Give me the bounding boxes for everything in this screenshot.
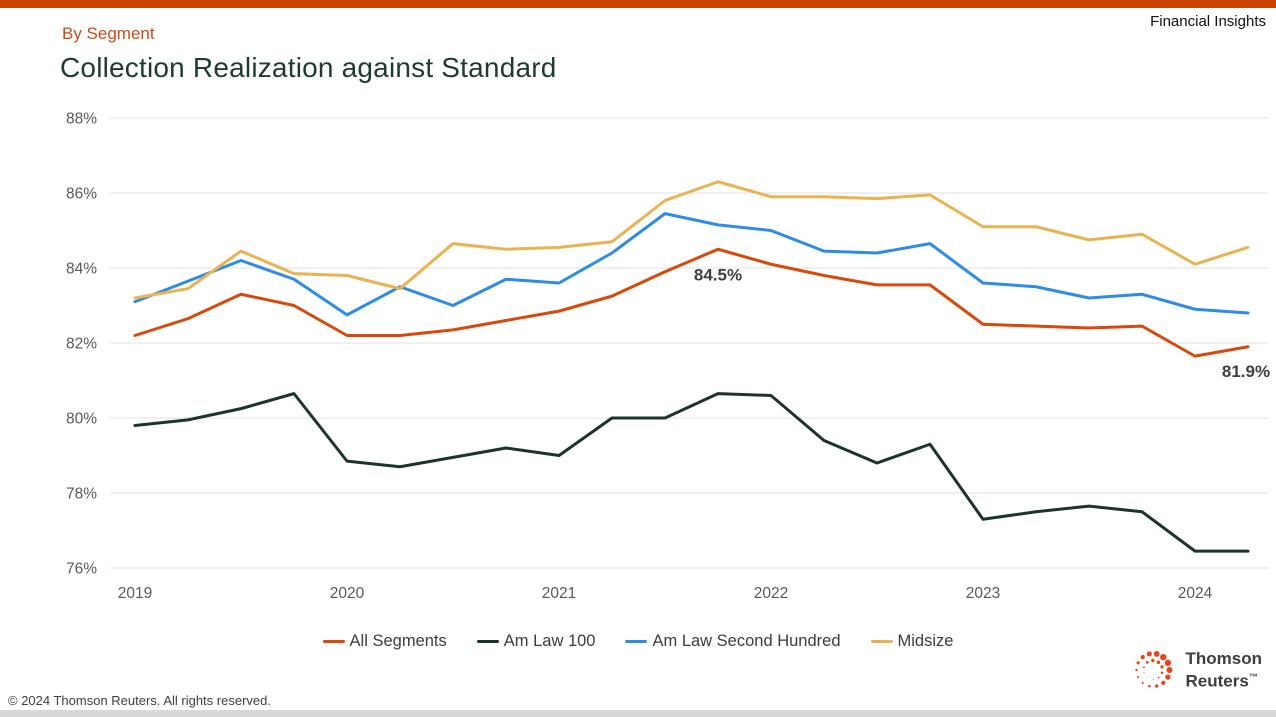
logo-dot: [1136, 661, 1140, 665]
logo-dot: [1141, 681, 1144, 684]
report-name: Financial Insights: [1150, 13, 1266, 30]
logo-dot: [1159, 653, 1166, 661]
data-label: 81.9%: [1222, 362, 1270, 381]
logo-line2: Reuters™: [1185, 671, 1258, 691]
chart-legend: All Segments Am Law 100 Am Law Second Hund…: [0, 632, 1276, 651]
logo-dot: [1136, 676, 1139, 679]
x-axis-tick-label: 2019: [118, 585, 152, 602]
legend-label: Am Law Second Hundred: [652, 632, 841, 650]
x-axis-tick-label: 2021: [542, 585, 576, 602]
legend-dash-icon: [625, 639, 648, 644]
x-axis-tick-label: 2022: [754, 585, 788, 602]
legend-label: Midsize: [897, 632, 954, 650]
trademark-symbol: ™: [1248, 672, 1258, 683]
logo-dot: [1142, 666, 1145, 669]
y-axis-tick-label: 84%: [66, 261, 97, 278]
chart-title: Collection Realization against Standard: [60, 52, 557, 83]
x-axis-tick-label: 2023: [966, 585, 1000, 602]
logo-dot: [1145, 661, 1149, 664]
line-chart: 88% 86% 84% 82% 80% 78% 76% 2019 2020 2021 2022 202…: [66, 111, 1270, 603]
series-line-midsize: [133, 180, 1250, 300]
logo-dot: [1147, 684, 1151, 688]
x-axis-tick-label: 2024: [1178, 585, 1213, 602]
logo-dot: [1164, 674, 1170, 680]
y-axis-tick-label: 82%: [66, 336, 97, 353]
logo-dot: [1150, 658, 1155, 663]
legend-label: All Segments: [349, 632, 447, 650]
legend-dash-icon: [322, 639, 345, 644]
logo-dot: [1152, 678, 1154, 681]
y-axis-tick-label: 88%: [66, 111, 97, 128]
legend-dash-icon: [870, 639, 893, 644]
x-axis-tick-label: 2020: [330, 585, 365, 602]
logo-dot: [1146, 677, 1148, 679]
legend-item-am-law-second-hundred: Am Law Second Hundred: [625, 632, 841, 651]
thomson-reuters-kinesis-icon: [1134, 650, 1172, 688]
logo-dot: [1160, 680, 1165, 686]
legend-item-midsize: Midsize: [870, 632, 954, 651]
legend-label: Am Law 100: [503, 632, 596, 650]
y-axis-tick-label: 80%: [66, 411, 97, 428]
logo-dot: [1159, 665, 1164, 669]
logo-dot: [1134, 668, 1138, 672]
logo-dot: [1160, 671, 1163, 675]
logo-dot: [1154, 684, 1158, 688]
y-axis-tick-label: 86%: [66, 186, 97, 203]
logo-wordmark: Thomson Reuters™: [1186, 649, 1263, 691]
y-axis-tick-label: 78%: [66, 486, 97, 503]
legend-item-am-law-100: Am Law 100: [476, 632, 596, 651]
logo-dot: [1157, 676, 1160, 679]
series-line-all-segments: [133, 247, 1250, 358]
copyright-text: © 2024 Thomson Reuters. All rights reser…: [8, 693, 271, 708]
logo-line1: Thomson: [1185, 649, 1263, 669]
bottom-gray-bar: [0, 710, 1276, 717]
logo-dot: [1156, 660, 1160, 665]
logo-dot: [1164, 659, 1171, 667]
series-line-am-law-second-hundred: [133, 212, 1250, 317]
logo-dot: [1166, 667, 1172, 673]
logo-dot: [1146, 651, 1152, 657]
data-label: 84.5%: [694, 265, 742, 284]
top-accent-bar: [0, 0, 1276, 8]
logo-dot: [1140, 655, 1145, 660]
series-line-am-law-100: [133, 392, 1250, 553]
legend-dash-icon: [476, 639, 499, 644]
chart-eyebrow: By Segment: [62, 24, 155, 43]
thomson-reuters-logo: Thomson Reuters™: [1130, 647, 1263, 693]
y-axis-tick-label: 76%: [66, 561, 97, 578]
logo-dot: [1142, 672, 1145, 674]
logo-dot: [1153, 650, 1160, 657]
legend-item-all-segments: All Segments: [322, 632, 447, 651]
